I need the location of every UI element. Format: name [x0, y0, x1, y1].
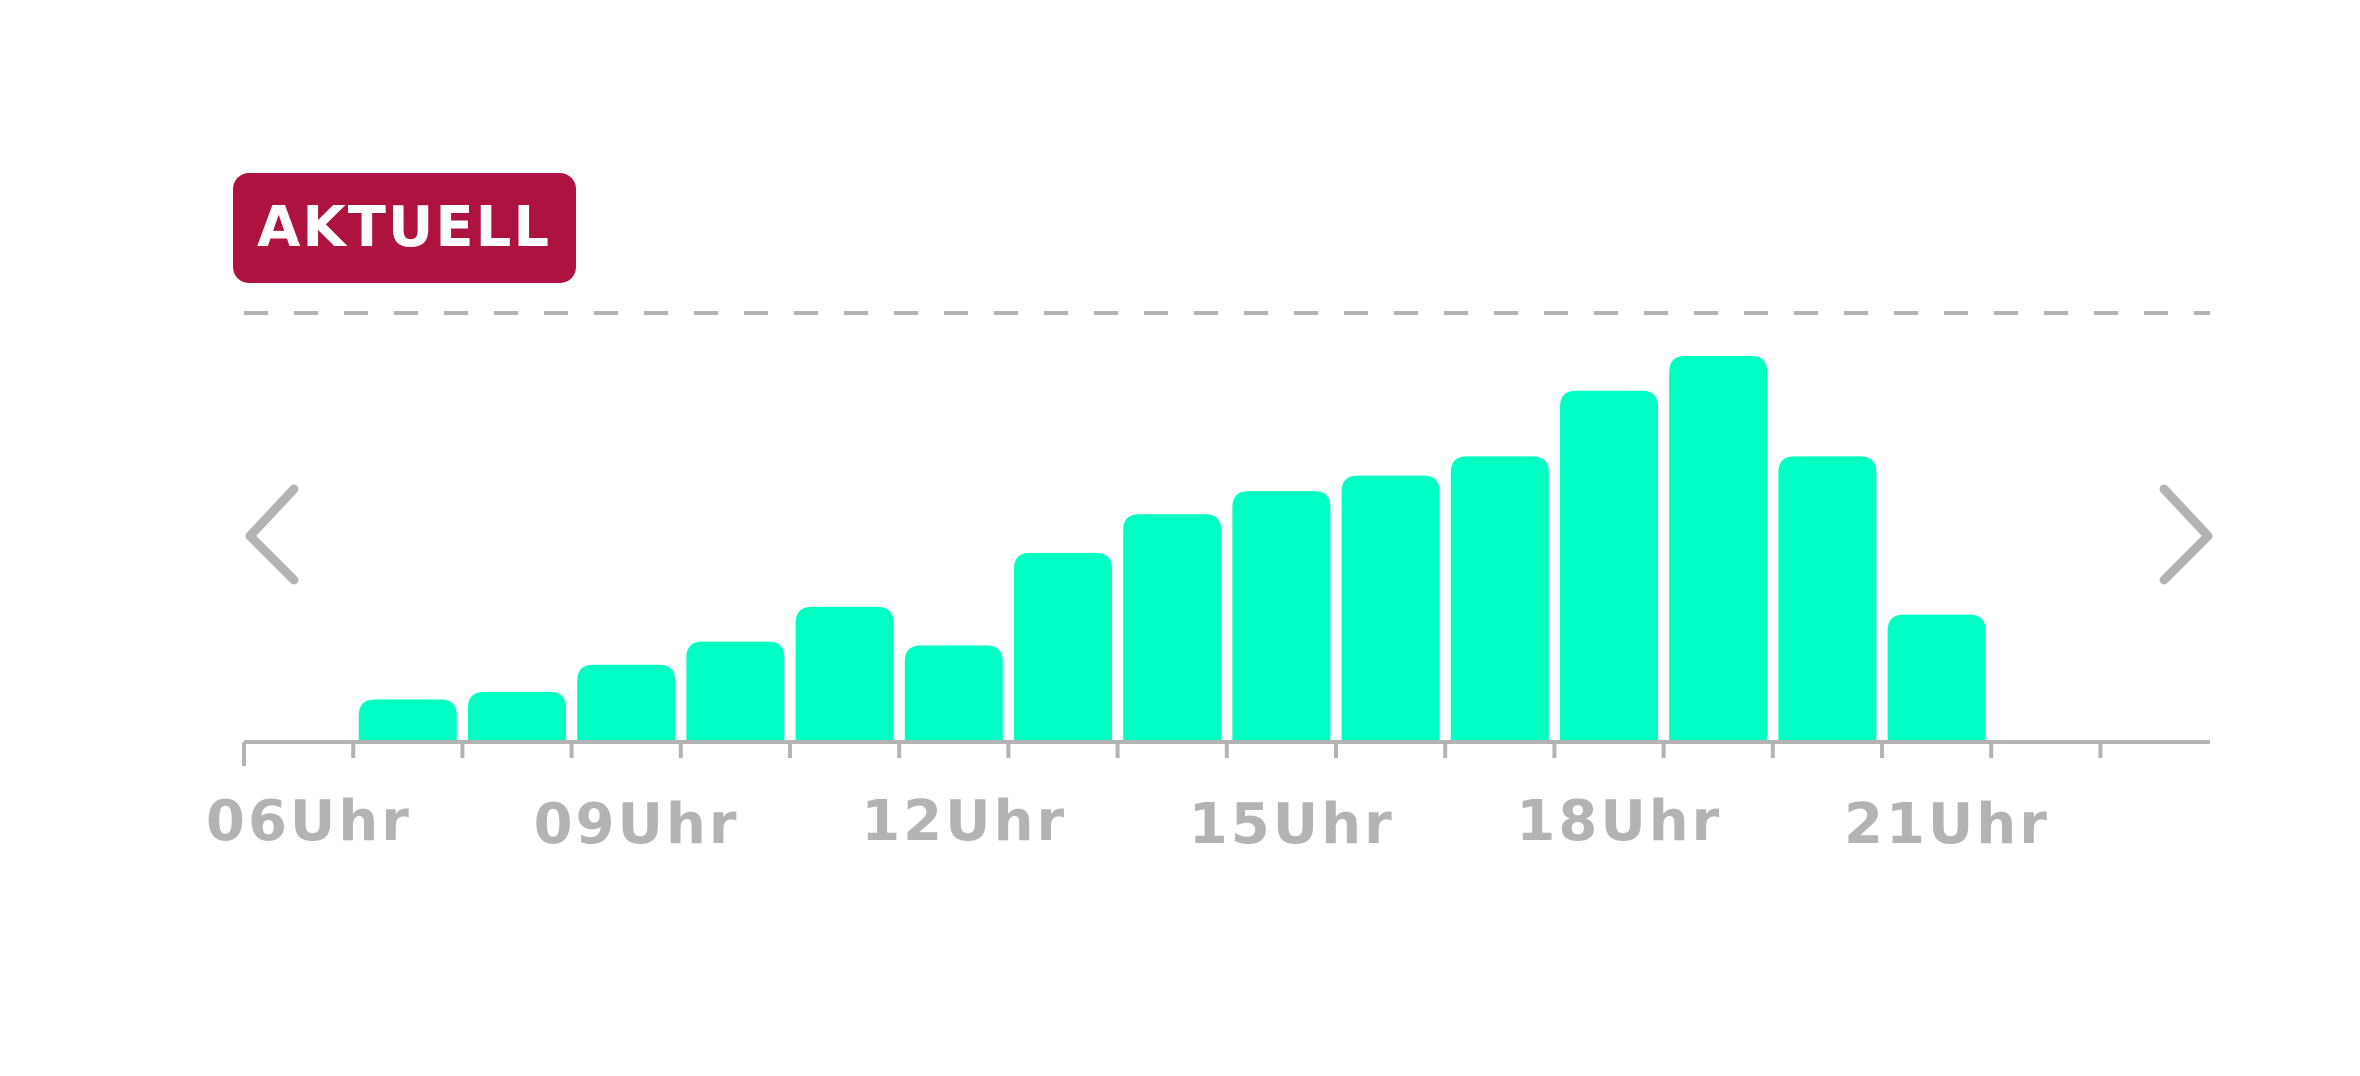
- bar-13: [1014, 552, 1112, 742]
- bar-9: [577, 664, 676, 742]
- current-badge-label: AKTUELL: [257, 195, 551, 260]
- bar-8: [468, 691, 566, 742]
- bar-10: [686, 641, 785, 742]
- bar-11: [795, 606, 894, 742]
- next-button[interactable]: [2150, 470, 2230, 590]
- x-axis-ticks: [242, 742, 2103, 766]
- bar-15: [1232, 491, 1331, 742]
- x-tick-label: 06Uhr: [206, 789, 412, 854]
- bar-21: [1887, 614, 1986, 742]
- bar-7: [358, 699, 457, 742]
- bar-17: [1450, 456, 1549, 742]
- bar-16: [1341, 475, 1440, 742]
- bar-14: [1123, 514, 1222, 742]
- x-tick-label: 21Uhr: [1844, 792, 2050, 857]
- x-tick-label: 18Uhr: [1516, 789, 1722, 854]
- x-tick-label: 15Uhr: [1189, 792, 1395, 857]
- bar-19: [1669, 356, 1768, 742]
- x-axis-labels: 06Uhr 09Uhr 12Uhr 15Uhr 18Uhr 21Uhr: [206, 789, 2050, 857]
- bar-series: [358, 356, 1986, 742]
- chevron-left-icon: [245, 484, 299, 585]
- bar-12: [904, 645, 1003, 742]
- bar-20: [1778, 456, 1877, 742]
- current-badge: AKTUELL: [233, 173, 576, 283]
- current-badge-background: [233, 173, 576, 283]
- chevron-right-icon: [2159, 484, 2213, 585]
- x-tick-label: 09Uhr: [534, 792, 740, 857]
- bar-18: [1560, 390, 1658, 742]
- x-tick-label: 12Uhr: [861, 789, 1067, 854]
- prev-button[interactable]: [228, 470, 308, 590]
